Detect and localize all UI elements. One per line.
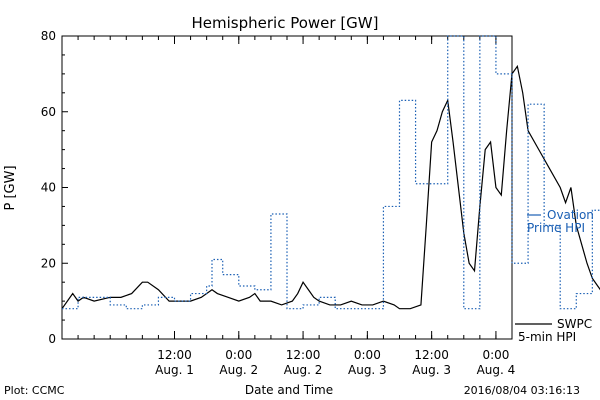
x-tick-label-date: Aug. 3: [348, 363, 387, 377]
legend-ovation-label-line2: Prime HPI: [527, 221, 585, 235]
plot-credit: Plot: CCMC: [4, 384, 65, 397]
x-tick-label-time: 0:00: [354, 348, 381, 362]
series-swpc-line: [61, 64, 600, 310]
series-ovation-prime-line: [62, 35, 600, 310]
legend-ovation: Ovation Prime HPI: [527, 208, 594, 235]
y-tick-label: 60: [41, 105, 56, 119]
y-tick-label: 40: [41, 181, 56, 195]
x-tick-label-time: 12:00: [286, 348, 321, 362]
y-axis-label: P [GW]: [3, 165, 18, 210]
x-tick-label-date: Aug. 2: [219, 363, 258, 377]
legend-swpc-label-line2: 5-min HPI: [518, 330, 576, 344]
x-tick-label-time: 0:00: [482, 348, 509, 362]
x-tick-label-time: 0:00: [225, 348, 252, 362]
x-tick-label-date: Aug. 4: [477, 363, 516, 377]
x-tick-label-time: 12:00: [157, 348, 192, 362]
y-tick-label: 0: [48, 332, 56, 346]
x-tick-label-date: Aug. 2: [284, 363, 323, 377]
x-tick-label-time: 12:00: [414, 348, 449, 362]
plot-timestamp: 2016/08/04 03:16:13: [464, 384, 580, 397]
y-tick-label: 80: [41, 29, 56, 43]
y-axis-ticks: 0 20 40 60 80: [41, 29, 68, 346]
x-tick-label-date: Aug. 3: [412, 363, 451, 377]
y-tick-label: 20: [41, 256, 56, 270]
x-axis-label: Date and Time: [245, 383, 333, 397]
series-layer: [61, 35, 600, 310]
chart-title: Hemispheric Power [GW]: [192, 14, 379, 32]
x-tick-label-date: Aug. 1: [155, 363, 194, 377]
legend-swpc: SWPC 5-min HPI: [515, 317, 592, 344]
legend-ovation-label-line1: Ovation: [547, 208, 594, 222]
legend-swpc-label-line1: SWPC: [557, 317, 592, 331]
